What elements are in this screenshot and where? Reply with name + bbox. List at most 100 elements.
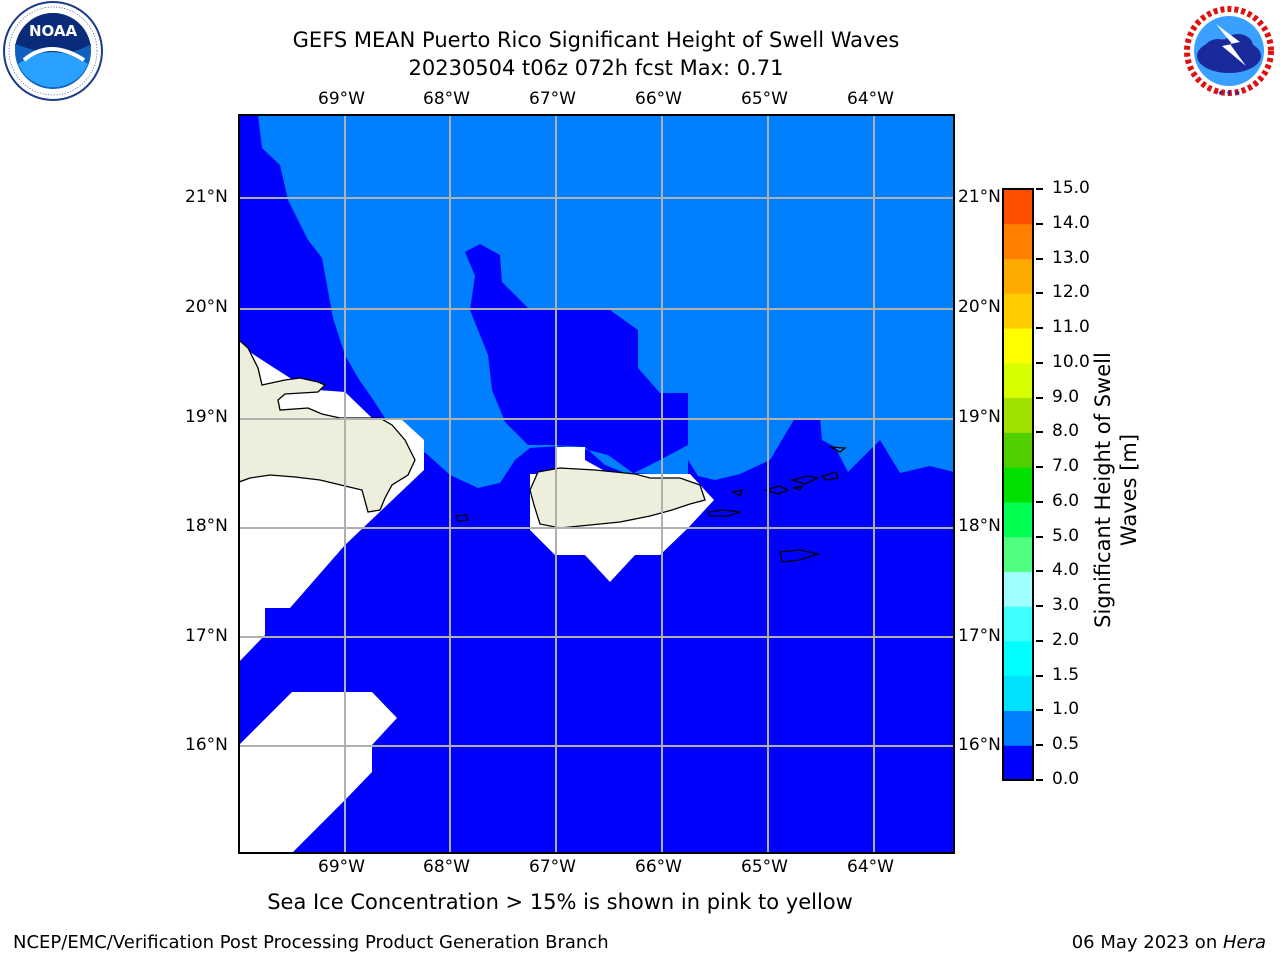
colorbar-tick-mark: [1036, 779, 1043, 781]
colorbar-label: Significant Height of Swell Waves [m]: [1090, 340, 1150, 640]
colorbar-swatch: [1003, 362, 1033, 399]
noaa-logo: NOAA: [3, 1, 103, 101]
colorbar-tick-label: 14.0: [1052, 212, 1090, 233]
colorbar-label-line1: Significant Height of Swell: [1091, 352, 1115, 628]
lon-label-top-69w: 69°W: [318, 89, 365, 109]
colorbar-tick-mark: [1036, 639, 1043, 642]
colorbar-tick-label: 1.5: [1052, 664, 1080, 685]
colorbar-swatch: [1003, 745, 1033, 781]
lat-label-left-21n: 21°N: [185, 187, 228, 207]
colorbar-tick-label: 10.0: [1052, 351, 1090, 372]
colorbar: [1002, 188, 1034, 781]
colorbar-tick-label: 7.0: [1052, 456, 1080, 477]
island-st-croix: [779, 549, 821, 563]
colorbar-tick-label: 11.0: [1052, 317, 1090, 338]
colorbar-tick-label: 12.0: [1052, 282, 1090, 303]
chart-title: GEFS MEAN Puerto Rico Significant Height…: [292, 28, 900, 52]
lon-label-bottom-68w: 68°W: [423, 857, 470, 877]
colorbar-swatch: [1003, 467, 1033, 503]
colorbar-tick-mark: [1036, 222, 1043, 225]
island-anegada: [829, 446, 847, 453]
colorbar-tick-label: 5.0: [1052, 525, 1080, 546]
colorbar-swatch: [1003, 640, 1033, 677]
island-tortola: [791, 485, 804, 491]
colorbar-tick-label: 15.0: [1052, 178, 1090, 198]
colorbar-tick-label: 6.0: [1052, 490, 1080, 511]
colorbar-swatch: [1003, 432, 1033, 468]
lat-label-right-20n: 20°N: [958, 297, 1001, 317]
lon-label-bottom-64w: 64°W: [847, 857, 894, 877]
colorbar-tick-label: 4.0: [1052, 560, 1080, 581]
colorbar-tick-mark: [1036, 396, 1043, 399]
lat-label-right-21n: 21°N: [958, 187, 1001, 207]
colorbar-tick-label: 0.0: [1052, 769, 1080, 789]
island-virgin-1: [763, 485, 790, 495]
colorbar-tick-mark: [1036, 605, 1043, 608]
footer-credit: NCEP/EMC/Verification Post Processing Pr…: [13, 932, 609, 953]
lon-label-bottom-69w: 69°W: [318, 857, 365, 877]
colorbar-tick-label: 1.0: [1052, 699, 1080, 720]
island-virgin-3: [820, 471, 839, 481]
colorbar-swatch: [1003, 501, 1033, 538]
colorbar-swatch: [1003, 189, 1033, 225]
colorbar-tick-label: 8.0: [1052, 421, 1080, 442]
colorbar-tick-mark: [1036, 674, 1043, 677]
colorbar-tick-mark: [1036, 327, 1043, 330]
colorbar-tick-mark: [1036, 257, 1043, 260]
chart-subtitle: 20230504 t06z 072h fcst Max: 0.71: [408, 56, 784, 80]
colorbar-swatch: [1003, 675, 1033, 711]
map-frame: [238, 114, 955, 854]
noaa-logo-text: NOAA: [29, 22, 78, 40]
lat-label-left-16n: 16°N: [185, 735, 228, 755]
colorbar-tick-label: 0.5: [1052, 734, 1080, 755]
colorbar-tick-label: 9.0: [1052, 386, 1080, 407]
colorbar-tick-mark: [1036, 361, 1043, 364]
lon-label-top-65w: 65°W: [741, 89, 788, 109]
island-culebra: [731, 489, 743, 497]
ocean-mid-region: [258, 115, 954, 488]
colorbar-tick-mark: [1036, 188, 1043, 190]
lon-label-bottom-65w: 65°W: [741, 857, 788, 877]
colorbar-swatch: [1003, 536, 1033, 572]
land-hispaniola: [239, 339, 416, 513]
footer-host: Hera: [1222, 932, 1266, 953]
lat-label-right-18n: 18°N: [958, 516, 1001, 536]
graticule: [239, 115, 954, 853]
lat-label-right-16n: 16°N: [958, 735, 1001, 755]
colorbar-swatch: [1003, 710, 1033, 746]
colorbar-tick-label: 3.0: [1052, 595, 1080, 616]
lon-label-top-67w: 67°W: [529, 89, 576, 109]
lon-label-top-68w: 68°W: [423, 89, 470, 109]
sea-ice-note: Sea Ice Concentration > 15% is shown in …: [267, 890, 853, 914]
island-mona: [455, 514, 469, 522]
lat-label-left-19n: 19°N: [185, 407, 228, 427]
colorbar-label-line2: Waves [m]: [1117, 433, 1141, 547]
nws-logo: ★ ★ ★: [1180, 2, 1278, 100]
colorbar-tick-mark: [1036, 466, 1043, 469]
colorbar-swatch: [1003, 571, 1033, 607]
colorbar-swatch: [1003, 258, 1033, 294]
lat-label-left-17n: 17°N: [185, 626, 228, 646]
colorbar-tick-mark: [1036, 431, 1043, 434]
lon-label-top-66w: 66°W: [635, 89, 682, 109]
lat-label-right-17n: 17°N: [958, 626, 1001, 646]
colorbar-tick-mark: [1036, 292, 1043, 295]
colorbar-swatch: [1003, 293, 1033, 329]
colorbar-tick-mark: [1036, 500, 1043, 503]
colorbar-tick-mark: [1036, 535, 1043, 538]
colorbar-swatch: [1003, 397, 1033, 433]
colorbar-tick-label: 13.0: [1052, 247, 1090, 268]
island-virgin-2: [789, 475, 821, 485]
lat-label-right-19n: 19°N: [958, 407, 1001, 427]
lat-label-left-18n: 18°N: [185, 516, 228, 536]
masked-zone-south: [239, 692, 397, 853]
colorbar-tick-mark: [1036, 709, 1043, 712]
lon-label-bottom-67w: 67°W: [529, 857, 576, 877]
colorbar-tick-mark: [1036, 744, 1043, 747]
lon-label-bottom-66w: 66°W: [635, 857, 682, 877]
footer-date-text: 06 May 2023 on: [1071, 932, 1223, 953]
colorbar-swatch: [1003, 328, 1033, 364]
svg-text:★ ★ ★: ★ ★ ★: [1217, 89, 1240, 97]
island-vieques: [707, 509, 741, 517]
